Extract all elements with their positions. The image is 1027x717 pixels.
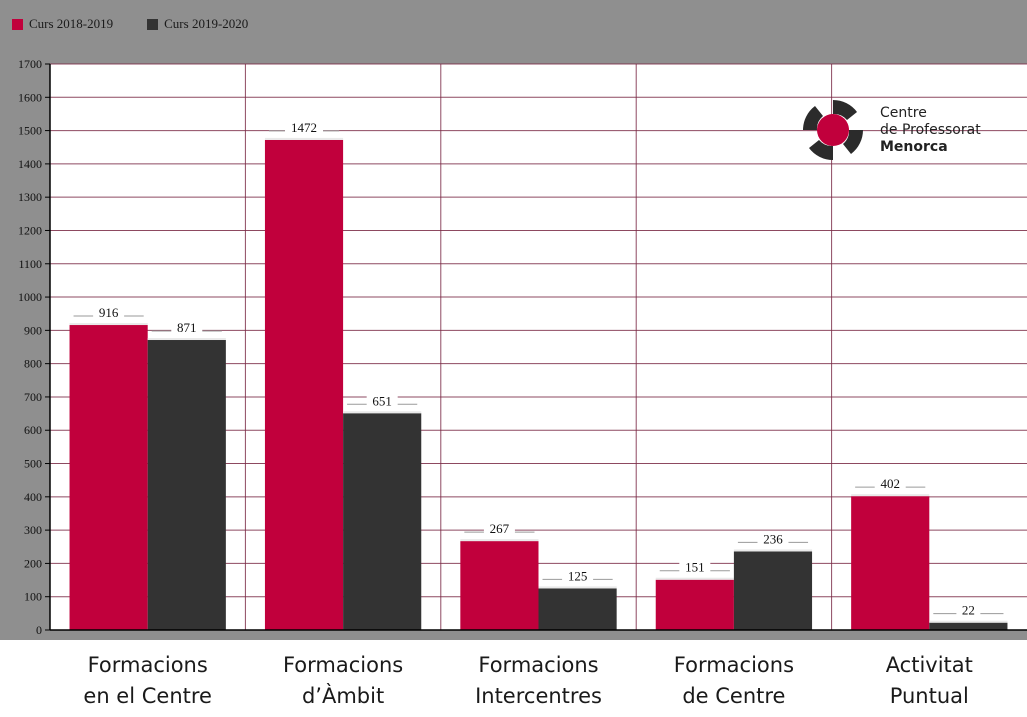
- data-label-bg: [874, 476, 906, 492]
- x-category-label: Formacions d’Àmbit: [282, 653, 404, 708]
- bar-series-1: [264, 139, 344, 630]
- logo-line-3: Menorca: [880, 138, 948, 155]
- data-label: 125: [568, 568, 588, 583]
- legend-item-series-1: Curs 2018-2019: [12, 16, 113, 32]
- bar-top-highlight: [264, 137, 344, 140]
- y-tick-label: 600: [24, 423, 42, 437]
- y-tick-label: 200: [24, 556, 42, 570]
- y-tick-label: 1200: [18, 223, 42, 237]
- logo-text: Centre de Professorat Menorca: [880, 105, 981, 156]
- bar-series-2: [147, 340, 226, 630]
- y-tick-label: 100: [24, 590, 42, 604]
- data-label-bg: [757, 531, 789, 547]
- data-label-bg: [285, 119, 324, 135]
- data-label-bg: [679, 559, 711, 575]
- x-category-label: Activitat Puntual: [885, 653, 973, 708]
- y-tick-label: 1700: [18, 57, 42, 71]
- bar-top-highlight: [69, 323, 148, 326]
- x-category-label: Formacions Intercentres: [475, 653, 602, 708]
- data-label: 402: [880, 476, 900, 491]
- bar-series-1: [460, 541, 539, 630]
- y-tick-label: 300: [24, 523, 42, 537]
- logo-mark-icon: [803, 100, 863, 160]
- data-label: 22: [962, 603, 975, 618]
- bar-top-highlight: [851, 494, 930, 497]
- bar-series-1: [851, 496, 930, 630]
- y-tick-label: 1300: [18, 190, 42, 204]
- data-label-bg: [366, 393, 398, 409]
- category-labels: Formacions en el Centre Formacions d’Àmbi…: [0, 650, 1027, 717]
- y-tick-label: 1400: [18, 157, 42, 171]
- bar-chart: 0 100 200 300 400 500 600 700 800 900 1000 1100 1200…: [18, 57, 1027, 637]
- data-label: 151: [685, 560, 705, 575]
- data-label: 916: [99, 305, 119, 320]
- bar-top-highlight: [460, 539, 539, 542]
- logo-line-1: Centre: [880, 104, 927, 121]
- y-tick-label: 900: [24, 323, 42, 337]
- data-label: 651: [372, 393, 392, 408]
- legend: Curs 2018-2019 Curs 2019-2020: [12, 14, 248, 34]
- chart-frame: Curs 2018-2019 Curs 2019-2020 0 100 200 300…: [0, 0, 1027, 640]
- y-tick-label: 800: [24, 357, 42, 371]
- y-tick-label: 1600: [18, 90, 42, 104]
- bar-series-1: [69, 325, 148, 630]
- bar-top-highlight: [343, 411, 422, 414]
- y-tick-label: 0: [36, 623, 42, 637]
- bar-series-2: [538, 588, 617, 630]
- legend-swatch-series-2: [147, 18, 159, 30]
- bar-top-highlight: [538, 586, 617, 589]
- x-category-label: Formacions en el Centre: [83, 653, 212, 708]
- data-label: 1472: [291, 120, 317, 135]
- data-label: 267: [490, 521, 510, 536]
- bar-series-2: [733, 551, 813, 630]
- legend-label-series-1: Curs 2018-2019: [29, 16, 114, 31]
- legend-swatch-series-1: [12, 18, 23, 30]
- x-category-label: Formacions de Centre: [673, 653, 795, 708]
- data-label: 871: [177, 320, 197, 335]
- data-label-bg: [956, 602, 981, 618]
- y-tick-label: 400: [24, 490, 42, 504]
- bar-top-highlight: [733, 549, 813, 552]
- legend-label-series-2: Curs 2019-2020: [164, 16, 249, 31]
- data-label-bg: [171, 320, 203, 336]
- y-tick-label: 700: [24, 390, 42, 404]
- y-tick-label: 500: [24, 457, 42, 471]
- bar-series-2: [343, 413, 422, 630]
- logo-line-2: de Professorat: [880, 121, 981, 138]
- bar-top-highlight: [147, 338, 226, 341]
- logo: Centre de Professorat Menorca: [800, 96, 1005, 164]
- bar-top-highlight: [929, 620, 1008, 623]
- data-label-bg: [483, 521, 515, 537]
- y-tick-label: 1000: [18, 290, 42, 304]
- data-label-bg: [562, 568, 594, 584]
- data-label-bg: [93, 305, 125, 321]
- y-tick-label: 1500: [18, 124, 42, 138]
- bar-series-1: [655, 579, 734, 630]
- y-tick-label: 1100: [18, 257, 42, 271]
- data-label: 236: [763, 531, 783, 546]
- bar-series-2: [929, 622, 1008, 630]
- legend-item-series-2: Curs 2019-2020: [147, 16, 248, 32]
- bar-top-highlight: [655, 577, 734, 580]
